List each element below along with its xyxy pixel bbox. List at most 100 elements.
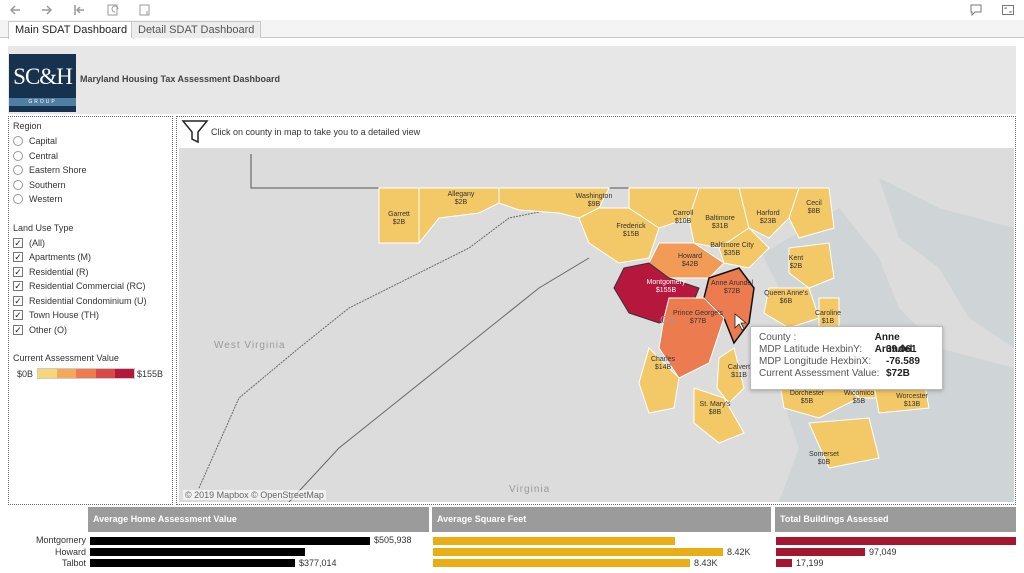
radio-button[interactable] (13, 136, 23, 147)
checkbox-checked-icon[interactable]: ✓ (13, 252, 23, 263)
radio-button[interactable] (13, 179, 23, 190)
bar-value-label-talbot: $377,014 (299, 558, 337, 568)
value-somerset: $0B (818, 459, 831, 466)
county-calvert[interactable] (716, 347, 745, 404)
place-label-virginia: Virginia (509, 484, 550, 495)
bar-value-montgomery[interactable] (90, 537, 370, 545)
value-anne-arundel: $72B (724, 288, 741, 295)
region-option-label: Western (29, 194, 63, 205)
pause-icon[interactable] (136, 2, 154, 18)
value-montgomery: $155B (656, 287, 677, 294)
checkbox-checked-icon[interactable]: ✓ (13, 324, 23, 335)
land-use-filter-label: Land Use Type (13, 222, 74, 233)
revert-icon[interactable] (70, 2, 88, 18)
county-washington[interactable] (498, 187, 610, 219)
region-option-southern[interactable]: Southern (13, 178, 168, 193)
value-howard: $42B (682, 261, 699, 268)
refresh-icon[interactable] (104, 2, 122, 18)
label-allegany: Allegany (448, 191, 475, 198)
value-harford: $23B (760, 218, 777, 225)
logo-subtext: GROUP (9, 98, 76, 106)
land-use-option-label: Town House (TH) (29, 310, 100, 321)
label-garrett: Garrett (388, 211, 410, 218)
land-use-option-apartments[interactable]: ✓ Apartments (M) (13, 250, 168, 265)
radio-button[interactable] (13, 165, 23, 176)
bar-sqft-montgomery[interactable] (433, 537, 675, 545)
tab-main-sdat-dashboard[interactable]: Main SDAT Dashboard (8, 21, 135, 39)
land-use-option-town-house[interactable]: ✓ Town House (TH) (13, 308, 168, 323)
bar-sqft-howard[interactable] (433, 548, 723, 556)
bar-buildings-label-talbot: 17,199 (796, 558, 824, 568)
county-kent[interactable] (788, 242, 835, 289)
county-harford[interactable] (738, 187, 800, 239)
county-map[interactable]: Garrett $2B Allegany $2B Washington $9B … (179, 148, 1014, 502)
tooltip-longitude-value: -76.589 (886, 356, 920, 367)
back-icon[interactable] (6, 2, 24, 18)
map-header: Click on county in map to take you to a … (177, 117, 1015, 147)
region-option-western[interactable]: Western (13, 192, 168, 207)
bar-buildings-talbot[interactable] (776, 559, 792, 567)
county-baltimore-city[interactable] (718, 227, 770, 269)
land-use-option-residential-commercial[interactable]: ✓ Residential Commercial (RC) (13, 279, 168, 294)
bar-buildings-montgomery[interactable] (776, 537, 1016, 545)
checkbox-checked-icon[interactable]: ✓ (13, 237, 23, 248)
value-garrett: $2B (393, 219, 406, 226)
county-frederick[interactable] (578, 207, 660, 264)
dashboard-header: SC&H GROUP Maryland Housing Tax Assessme… (8, 46, 1016, 114)
wv-border-line (198, 207, 560, 489)
checkbox-checked-icon[interactable]: ✓ (13, 281, 23, 292)
radio-button[interactable] (13, 194, 23, 205)
radio-button[interactable] (13, 150, 23, 161)
land-use-option-all[interactable]: ✓ (All) (13, 236, 168, 251)
fullscreen-icon[interactable] (999, 2, 1017, 18)
value-prince-georges: $77B (690, 318, 707, 325)
bar-sqft-talbot[interactable] (433, 559, 690, 567)
land-use-option-label: Residential Commercial (RC) (29, 281, 146, 292)
county-prince-georges[interactable] (658, 297, 725, 379)
county-somerset[interactable] (808, 417, 880, 469)
page-title: Maryland Housing Tax Assessment Dashboar… (80, 74, 281, 84)
forward-icon[interactable] (38, 2, 56, 18)
region-option-central[interactable]: Central (13, 149, 168, 164)
county-st-marys[interactable] (693, 387, 745, 444)
bar-value-talbot[interactable] (90, 559, 295, 567)
legend-color-swatch (114, 369, 135, 378)
tooltip-latitude-value: 39.061 (886, 344, 917, 355)
value-worcester: $13B (904, 401, 921, 408)
tab-bar: Main SDAT Dashboard Detail SDAT Dashboar… (0, 20, 1024, 39)
county-carroll[interactable] (628, 187, 700, 229)
comment-icon[interactable] (967, 2, 985, 18)
map-instruction-text: Click on county in map to take you to a … (211, 127, 421, 137)
county-charles[interactable] (638, 347, 680, 414)
avg-home-value-header: Average Home Assessment Value (88, 507, 429, 532)
legend-color-swatch (95, 369, 115, 378)
checkbox-checked-icon[interactable]: ✓ (13, 295, 23, 306)
land-use-option-other[interactable]: ✓ Other (O) (13, 323, 168, 338)
checkbox-checked-icon[interactable]: ✓ (13, 266, 23, 277)
land-use-option-residential[interactable]: ✓ Residential (R) (13, 265, 168, 280)
color-legend: $0B $155B (13, 366, 168, 382)
land-use-option-residential-condominium[interactable]: ✓ Residential Condominium (U) (13, 294, 168, 309)
value-kent: $2B (790, 263, 803, 270)
company-logo: SC&H GROUP (9, 54, 76, 112)
bar-value-label-montgomery: $505,938 (374, 535, 412, 545)
label-anne-arundel: Anne Arundel (711, 280, 753, 287)
region-option-capital[interactable]: Capital (13, 134, 168, 149)
county-cecil[interactable] (788, 187, 835, 239)
tab-detail-sdat-dashboard[interactable]: Detail SDAT Dashboard (131, 21, 262, 38)
bar-buildings-howard[interactable] (776, 548, 865, 556)
value-charles: $14B (655, 364, 672, 371)
label-frederick: Frederick (616, 223, 646, 230)
checkbox-checked-icon[interactable]: ✓ (13, 310, 23, 321)
map-svg: Garrett $2B Allegany $2B Washington $9B … (198, 154, 1014, 502)
bar-value-howard[interactable] (90, 548, 305, 556)
filter-funnel-icon[interactable] (181, 119, 209, 145)
label-somerset: Somerset (809, 451, 839, 458)
bar-buildings-label-howard: 97,049 (869, 547, 897, 557)
tooltip-county-label: County : (759, 332, 797, 343)
label-wicomico: Wicomico (844, 390, 874, 397)
map-attribution[interactable]: © 2019 Mapbox © OpenStreetMap (183, 490, 326, 500)
label-baltimore-city: Baltimore City (710, 242, 754, 249)
county-queen-annes[interactable] (763, 287, 820, 329)
region-option-eastern-shore[interactable]: Eastern Shore (13, 163, 168, 178)
